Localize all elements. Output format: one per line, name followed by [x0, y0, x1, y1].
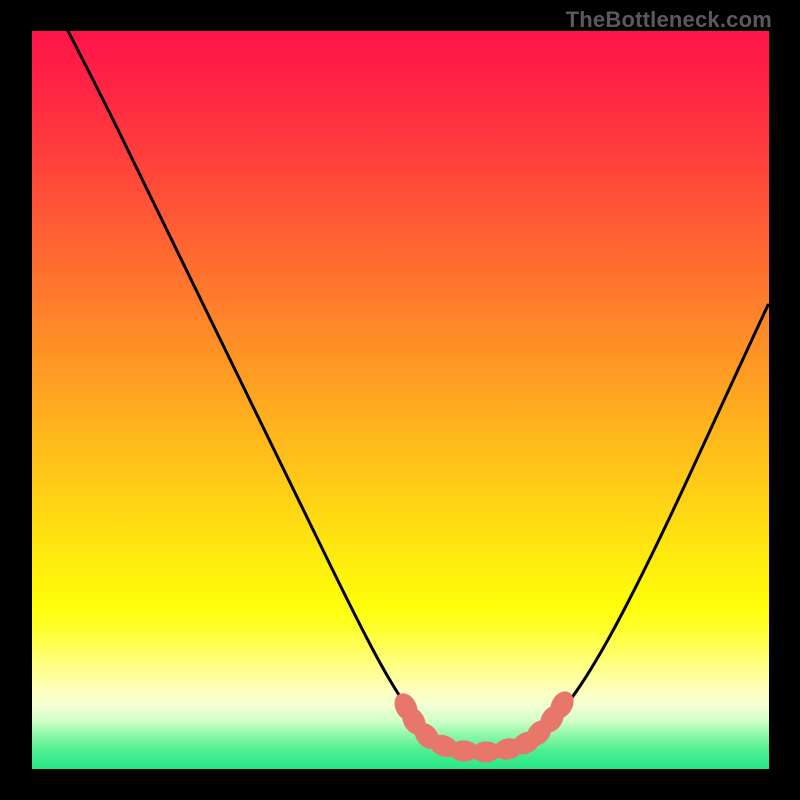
curve-overlay — [32, 31, 769, 769]
bottleneck-curve — [68, 31, 768, 751]
curve-beads — [391, 688, 578, 763]
plot-area — [32, 31, 769, 769]
watermark-text: TheBottleneck.com — [566, 7, 772, 33]
chart-frame: TheBottleneck.com — [0, 0, 800, 800]
